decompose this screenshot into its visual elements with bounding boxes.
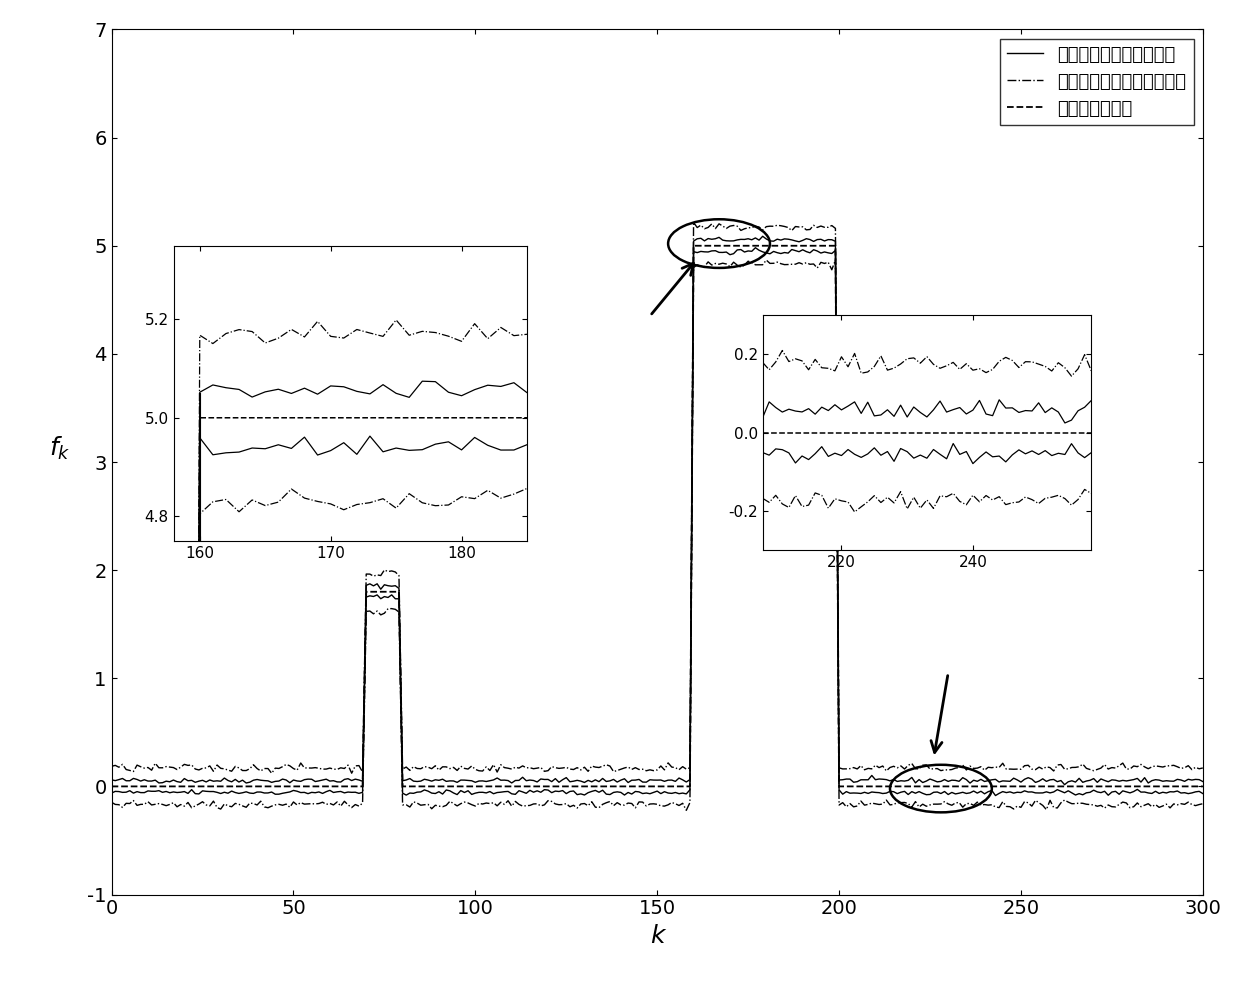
外加故障真实値 bbox=[104, 781, 119, 792]
现有方法估计的故障上下界 bbox=[970, 762, 985, 774]
现有方法估计的故障上下界 bbox=[1032, 761, 1047, 773]
本发明估计的故障上下界 bbox=[1122, 775, 1137, 786]
外加故障真实値 bbox=[580, 781, 595, 792]
外加故障真实値 bbox=[686, 240, 701, 252]
本发明估计的故障上下界 bbox=[104, 774, 119, 785]
X-axis label: k: k bbox=[650, 924, 665, 948]
本发明估计的故障上下界 bbox=[1195, 776, 1210, 787]
外加故障真实値 bbox=[853, 781, 868, 792]
外加故障真实値 bbox=[1195, 781, 1210, 792]
本发明估计的故障上下界 bbox=[1028, 777, 1043, 788]
本发明估计的故障上下界 bbox=[755, 230, 770, 242]
Line: 本发明估计的故障上下界: 本发明估计的故障上下界 bbox=[112, 236, 1203, 784]
Legend: 本发明估计的故障上下界, 现有方法估计的故障上下界, 外加故障真实値: 本发明估计的故障上下界, 现有方法估计的故障上下界, 外加故障真实値 bbox=[999, 38, 1194, 125]
本发明估计的故障上下界 bbox=[966, 775, 981, 786]
Y-axis label: $f_k$: $f_k$ bbox=[48, 434, 71, 462]
本发明估计的故障上下界 bbox=[544, 776, 559, 787]
本发明估计的故障上下界 bbox=[580, 775, 595, 786]
Line: 外加故障真实値: 外加故障真实値 bbox=[112, 246, 1203, 786]
现有方法估计的故障上下界 bbox=[1195, 762, 1210, 774]
外加故障真实値 bbox=[966, 781, 981, 792]
现有方法估计的故障上下界 bbox=[104, 761, 119, 773]
现有方法估计的故障上下界 bbox=[1122, 763, 1137, 775]
外加故障真实値 bbox=[1028, 781, 1043, 792]
本发明估计的故障上下界 bbox=[853, 774, 868, 785]
本发明估计的故障上下界 bbox=[1058, 779, 1073, 790]
外加故障真实値 bbox=[544, 781, 559, 792]
现有方法估计的故障上下界 bbox=[548, 762, 563, 774]
现有方法估计的故障上下界 bbox=[857, 764, 872, 776]
外加故障真实値 bbox=[1118, 781, 1133, 792]
Line: 现有方法估计的故障上下界: 现有方法估计的故障上下界 bbox=[112, 222, 1203, 774]
现有方法估计的故障上下界 bbox=[264, 768, 279, 780]
现有方法估计的故障上下界 bbox=[584, 760, 599, 772]
现有方法估计的故障上下界 bbox=[686, 216, 701, 228]
